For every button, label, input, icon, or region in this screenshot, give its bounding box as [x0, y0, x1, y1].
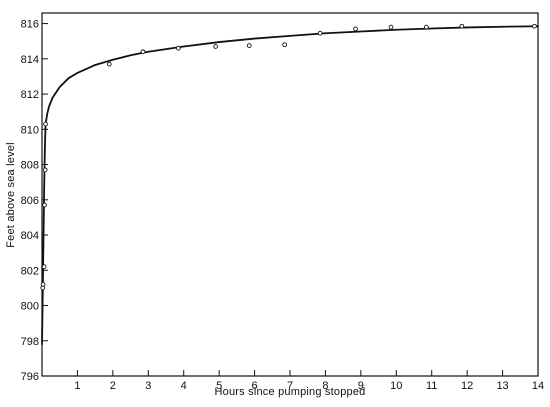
data-point — [43, 121, 48, 127]
x-tick-label: 9 — [358, 380, 364, 392]
data-point — [459, 23, 465, 29]
y-tick-label: 808 — [21, 160, 39, 172]
x-tick-label: 11 — [426, 380, 437, 392]
x-tick-label: 7 — [287, 380, 293, 392]
plot-frame — [41, 12, 539, 377]
data-point — [42, 167, 48, 173]
data-point — [424, 24, 429, 30]
data-point — [106, 61, 112, 67]
data-point — [532, 23, 537, 29]
y-tick-label: 816 — [21, 19, 39, 31]
x-tick-label: 10 — [390, 380, 402, 392]
data-point — [42, 202, 47, 208]
x-axis-label: Hours since pumping stopped — [215, 386, 366, 398]
x-tick-label: 3 — [145, 380, 151, 392]
x-tick-label: 12 — [461, 380, 473, 392]
y-tick-label: 814 — [21, 54, 39, 66]
data-point — [246, 43, 252, 48]
y-tick-label: 802 — [21, 265, 39, 277]
axis-tick-labels: 1 2 3 4 5 6 7 8 9 10 11 12 13 14796798800802804806808… — [21, 19, 544, 392]
x-tick-label: 6 — [252, 380, 258, 392]
x-tick-label: 13 — [496, 380, 508, 392]
data-point — [317, 30, 323, 36]
data-point — [176, 45, 181, 51]
fitted-curve-layer — [41, 25, 539, 346]
data-point — [353, 26, 358, 32]
y-tick-label: 812 — [21, 89, 39, 101]
data-points-layer — [40, 23, 537, 291]
x-tick-label: 14 — [532, 380, 544, 392]
y-tick-label: 804 — [21, 230, 39, 242]
x-tick-label: 1 — [74, 380, 80, 392]
data-point — [213, 44, 218, 49]
data-point — [41, 264, 47, 270]
data-point — [140, 49, 146, 55]
data-point — [282, 42, 288, 48]
axis-ticks — [42, 23, 539, 377]
y-tick-label: 810 — [21, 124, 39, 136]
y-tick-label: 806 — [21, 195, 39, 207]
x-tick-label: 5 — [216, 380, 222, 392]
x-tick-label: 2 — [110, 380, 116, 392]
x-tick-label: 4 — [181, 380, 187, 392]
data-point — [388, 24, 394, 30]
y-tick-label: 800 — [21, 301, 39, 313]
y-tick-label: 796 — [21, 371, 39, 383]
data-point — [40, 282, 46, 287]
y-tick-label: 798 — [21, 336, 39, 348]
x-tick-label: 8 — [322, 380, 328, 392]
fitted-curve — [41, 25, 539, 346]
y-axis-label: Feet above sea level — [5, 142, 17, 248]
